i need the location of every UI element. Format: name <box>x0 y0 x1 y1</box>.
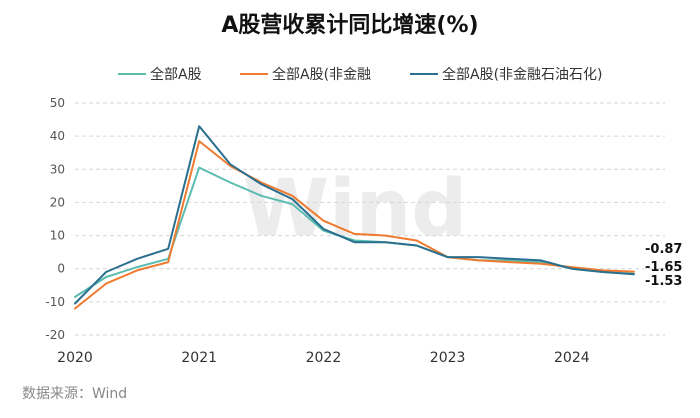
series-line-2 <box>74 140 635 310</box>
x-tick-label: 2020 <box>57 350 93 366</box>
series-layer <box>74 125 635 310</box>
end-label-layer: -0.87 -1.65-1.53 <box>645 242 682 289</box>
series-line-3 <box>74 125 635 305</box>
x-tick-label: 2022 <box>306 350 342 366</box>
end-value-label: -1.53 <box>645 274 682 289</box>
y-tick-label: 10 <box>50 229 65 243</box>
x-tick-label: 2024 <box>554 350 590 366</box>
watermark: Wind <box>243 164 467 254</box>
y-tick-label: -10 <box>45 295 65 309</box>
legend-label-2: 全部A股(非金融 <box>272 66 371 83</box>
legend-label-1: 全部A股 <box>150 66 202 83</box>
axis-layer: 50 40 30 20 10 0 -10 -20 2020 2021 2022 2023 2024 <box>45 96 589 366</box>
y-tick-label: -20 <box>45 328 65 342</box>
y-tick-label: 0 <box>57 262 65 276</box>
y-tick-label: 20 <box>50 195 65 209</box>
legend-label-3: 全部A股(非金融石油石化) <box>442 66 603 83</box>
chart-title: A股营收累计同比增速(%) <box>221 12 478 38</box>
end-value-label: -0.87 <box>645 242 682 257</box>
y-tick-label: 40 <box>50 129 65 143</box>
y-tick-label: 30 <box>50 162 65 176</box>
source-note: 数据来源：Wind <box>22 386 127 402</box>
x-tick-label: 2023 <box>430 350 466 366</box>
legend: 全部A股 全部A股(非金融 全部A股(非金融石油石化) <box>118 66 603 83</box>
y-tick-label: 50 <box>50 96 65 110</box>
x-tick-label: 2021 <box>181 350 217 366</box>
grid-layer <box>75 102 665 336</box>
end-value-label: -1.65 <box>645 260 682 275</box>
